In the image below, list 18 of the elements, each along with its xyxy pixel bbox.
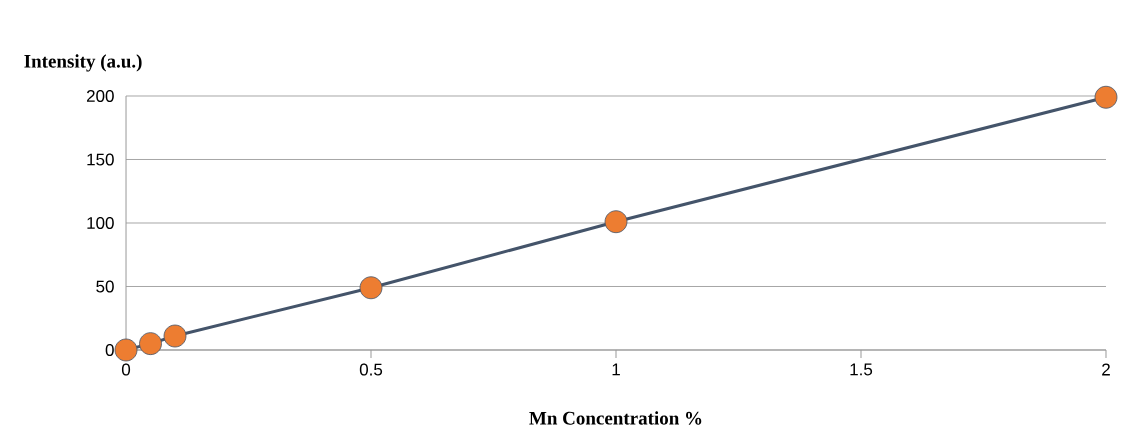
y-tick-label: 50: [96, 280, 114, 293]
x-tick-label: 0: [121, 363, 131, 376]
point: [114, 338, 138, 362]
x-axis-title: Mn Concentration %: [529, 411, 702, 425]
point: [163, 324, 187, 348]
y-axis-title: Intensity (a.u.): [24, 54, 142, 72]
x-tick-label: 0.5: [359, 363, 383, 376]
y-tick-label: 200: [86, 89, 114, 103]
y-tick-label: 150: [87, 153, 114, 166]
y-tick-label: 0: [105, 343, 114, 357]
y-tick-label: 100: [87, 216, 114, 230]
point: [139, 332, 162, 356]
point: [1094, 85, 1118, 109]
x-tick-label: 1: [612, 363, 620, 376]
x-tick-label: 1.5: [850, 363, 873, 376]
point: [359, 276, 383, 300]
point: [604, 210, 628, 234]
x-tick-label: 2: [1102, 363, 1110, 376]
